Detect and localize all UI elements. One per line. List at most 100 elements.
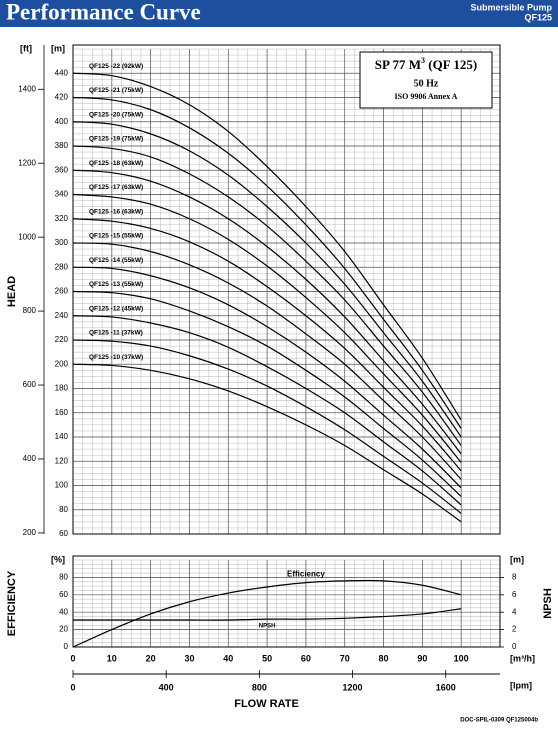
curve-label: QF125 -12 (45kW) [89, 305, 143, 312]
y-tick-label: 440 [55, 68, 69, 77]
y-tick-label: 60 [59, 529, 68, 538]
curve-label: QF125 -11 (37kW) [89, 330, 143, 337]
y2-axis-label: NPSH [542, 588, 554, 619]
x-tick-label: 30 [184, 653, 194, 663]
y-tick-label: 400 [55, 117, 69, 126]
curve [72, 339, 462, 514]
curve [72, 121, 462, 438]
y2-tick-label: 0 [512, 642, 517, 651]
curve [72, 266, 462, 489]
y2-tick-label: 800 [23, 306, 37, 315]
x-tick-label: 50 [262, 653, 272, 663]
plot-frame [72, 555, 501, 648]
curve-label: QF125 -20 (75kW) [89, 111, 143, 118]
x-tick-label: 40 [223, 653, 233, 663]
y-tick-label: 140 [55, 432, 69, 441]
y-unit: [m] [51, 43, 65, 53]
y2-unit: [m] [510, 554, 524, 564]
curve-label: QF125 -15 (55kW) [89, 233, 143, 240]
y2-tick-label: 600 [23, 380, 37, 389]
curve-label: QF125 -10 (37kW) [89, 354, 143, 361]
curve-label: QF125 -13 (55kW) [89, 281, 143, 288]
y2-tick-label: 200 [23, 528, 37, 537]
curve-label: Efficiency [287, 570, 325, 579]
y-tick-label: 80 [59, 573, 68, 582]
y2-tick-label: 8 [512, 573, 517, 582]
curve [72, 315, 462, 506]
y-tick-label: 100 [55, 481, 69, 490]
y-tick-label: 300 [55, 238, 69, 247]
y-tick-label: 0 [64, 642, 69, 651]
y-tick-label: 240 [55, 311, 69, 320]
x2-tick-label: 1200 [343, 682, 363, 692]
info-box [359, 51, 493, 109]
y-tick-label: 360 [55, 165, 69, 174]
y-tick-label: 420 [55, 93, 69, 102]
y-tick-label: 320 [55, 214, 69, 223]
y-tick-label: 200 [55, 359, 69, 368]
x2-tick-label: 400 [159, 682, 174, 692]
y-tick-label: 40 [59, 607, 68, 616]
x2-unit: [lpm] [510, 680, 532, 690]
curve [72, 145, 462, 446]
x-tick-label: 0 [70, 653, 75, 663]
x2-tick-label: 1600 [436, 682, 456, 692]
curve-label: QF125 -21 (75kW) [89, 87, 143, 94]
x-tick-label: 10 [107, 653, 117, 663]
y-tick-label: 260 [55, 287, 69, 296]
x-unit: [m³/h] [510, 653, 535, 663]
y-unit: [%] [51, 554, 65, 564]
curve [73, 608, 462, 621]
curve [72, 193, 462, 463]
x-tick-label: 60 [301, 653, 311, 663]
y-tick-label: 180 [55, 384, 69, 393]
y2-tick-label: 6 [512, 590, 517, 599]
y-tick-label: 20 [59, 625, 68, 634]
doc-id: DOC-SPIL-0309 QF125004b [460, 718, 538, 724]
curve [72, 218, 462, 472]
curve [72, 96, 462, 429]
y-axis-label: HEAD [6, 276, 18, 307]
info-title-rest: (QF 125) [425, 57, 477, 72]
y2-tick-label: 4 [512, 607, 517, 616]
curve-label: QF125 -17 (63kW) [89, 184, 143, 191]
y2-unit: [ft] [20, 43, 32, 53]
y-tick-label: 220 [55, 335, 69, 344]
y-tick-label: 60 [59, 590, 68, 599]
y2-tick-label: 1400 [18, 84, 36, 93]
x-tick-label: 100 [454, 653, 469, 663]
y2-tick-label: 1200 [18, 158, 36, 167]
curve-label: QF125 -14 (55kW) [89, 257, 143, 264]
y-tick-label: 280 [55, 262, 69, 271]
x2-tick-label: 800 [252, 682, 267, 692]
curve-label: QF125 -16 (63kW) [89, 208, 143, 215]
page-title: Performance Curve [6, 0, 201, 24]
plot-frame [72, 44, 501, 535]
x-tick-label: 70 [340, 653, 350, 663]
info-standard: ISO 9906 Annex A [395, 92, 458, 101]
curve [72, 579, 462, 648]
curve [72, 290, 462, 497]
info-title-main: SP 77 M [375, 57, 421, 72]
y2-tick-label: 1000 [18, 232, 36, 241]
y-tick-label: 80 [59, 505, 68, 514]
model: QF125 [524, 12, 552, 22]
curve-label: QF125 -22 (92kW) [89, 63, 143, 70]
info-title-sup: 3 [421, 56, 425, 65]
curve-label: QF125 -19 (75kW) [89, 136, 143, 143]
curve [72, 72, 462, 421]
y2-tick-label: 2 [512, 625, 517, 634]
y-tick-label: 340 [55, 190, 69, 199]
x-tick-label: 20 [146, 653, 156, 663]
curve-label: NPSH [259, 624, 276, 630]
curve [72, 242, 462, 480]
y-tick-label: 160 [55, 408, 69, 417]
curve [72, 363, 462, 523]
y2-tick-label: 400 [23, 454, 37, 463]
x-tick-label: 90 [417, 653, 427, 663]
product: Submersible Pump [470, 2, 552, 12]
x2-tick-label: 0 [70, 682, 75, 692]
header-band [0, 0, 558, 27]
curve [72, 169, 462, 455]
